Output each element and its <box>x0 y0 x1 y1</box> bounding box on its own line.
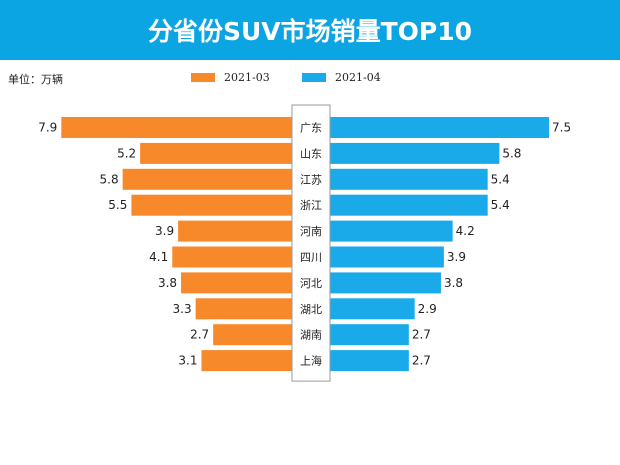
bar-2021-04-6 <box>330 272 441 294</box>
bar-2021-04-7 <box>330 298 415 320</box>
bar-2021-04-1 <box>330 142 500 164</box>
bar-2021-04-3 <box>330 194 488 216</box>
category-label-8: 湖南 <box>300 329 322 342</box>
data-label-2021-03-1: 5.2 <box>117 146 136 160</box>
category-label-9: 上海 <box>300 354 322 368</box>
bar-2021-03-1 <box>140 142 292 164</box>
bar-2021-04-9 <box>330 350 409 372</box>
legend-swatch-2021-03 <box>191 73 215 82</box>
data-label-2021-04-2: 5.4 <box>491 172 510 186</box>
bar-2021-03-9 <box>201 350 292 372</box>
bar-2021-03-8 <box>213 324 292 346</box>
category-label-3: 浙江 <box>300 199 322 212</box>
bar-2021-03-7 <box>195 298 292 320</box>
data-label-2021-04-0: 7.5 <box>552 121 571 135</box>
data-label-2021-03-5: 4.1 <box>149 250 168 264</box>
bar-2021-04-4 <box>330 220 453 242</box>
unit-label: 单位：万辆 <box>8 73 63 86</box>
data-label-2021-04-7: 2.9 <box>418 302 437 316</box>
data-label-2021-04-1: 5.8 <box>502 146 521 160</box>
data-label-2021-04-8: 2.7 <box>412 328 431 342</box>
bar-2021-03-6 <box>181 272 292 294</box>
bar-2021-04-5 <box>330 246 444 268</box>
bar-2021-03-5 <box>172 246 292 268</box>
category-label-7: 湖北 <box>300 303 322 316</box>
data-label-2021-04-9: 2.7 <box>412 354 431 368</box>
category-label-box <box>291 104 331 382</box>
data-label-2021-03-9: 3.1 <box>178 354 197 368</box>
bar-2021-03-3 <box>131 194 292 216</box>
bar-2021-03-2 <box>122 168 292 190</box>
bar-2021-04-8 <box>330 324 409 346</box>
data-label-2021-03-6: 3.8 <box>158 276 177 290</box>
bar-2021-04-2 <box>330 168 488 190</box>
category-label-6: 河北 <box>300 277 322 290</box>
data-label-2021-03-7: 3.3 <box>173 302 192 316</box>
legend-item-2021-03: 2021-03 <box>191 71 270 84</box>
data-label-2021-03-8: 2.7 <box>190 328 209 342</box>
category-label-2: 江苏 <box>300 173 322 186</box>
bar-2021-03-4 <box>178 220 292 242</box>
data-label-2021-04-6: 3.8 <box>444 276 463 290</box>
legend-label-2021-03: 2021-03 <box>224 71 270 84</box>
data-label-2021-04-3: 5.4 <box>491 198 510 212</box>
data-label-2021-03-4: 3.9 <box>155 224 174 238</box>
category-label-4: 河南 <box>300 225 322 238</box>
legend-item-2021-04: 2021-04 <box>302 71 381 84</box>
data-label-2021-03-0: 7.9 <box>38 121 57 135</box>
data-label-2021-03-3: 5.5 <box>108 198 127 212</box>
category-label-5: 四川 <box>300 251 322 264</box>
category-label-1: 山东 <box>300 147 322 160</box>
category-label-0: 广东 <box>300 122 322 135</box>
bar-2021-03-0 <box>61 117 292 138</box>
legend-swatch-2021-04 <box>302 73 326 82</box>
bar-2021-04-0 <box>330 117 549 138</box>
data-label-2021-03-2: 5.8 <box>100 172 119 186</box>
title-banner: 分省份SUV市场销量TOP10 <box>0 0 620 60</box>
chart-title: 分省份SUV市场销量TOP10 <box>147 17 473 46</box>
data-label-2021-04-4: 4.2 <box>456 224 475 238</box>
data-label-2021-04-5: 3.9 <box>447 250 466 264</box>
legend-label-2021-04: 2021-04 <box>335 71 381 84</box>
